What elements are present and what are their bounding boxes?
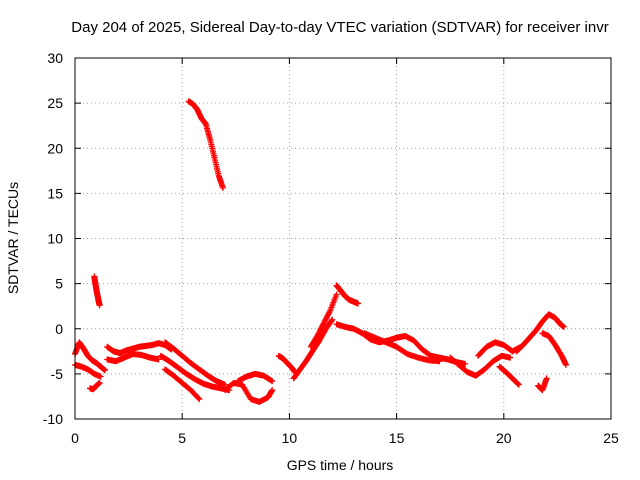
data-point [328, 317, 335, 324]
x-tick-label: 25 [603, 430, 619, 446]
x-tick-label: 10 [282, 430, 298, 446]
y-tick-label: 5 [55, 276, 63, 292]
y-tick-label: 0 [55, 321, 63, 337]
y-tick-label: 25 [47, 95, 63, 111]
data-point [326, 308, 333, 315]
data-point [219, 184, 226, 191]
data-point [560, 323, 567, 330]
axis-ticks: 0 5 10 15 20 25 -10 -5 0 5 10 15 20 25 30 [43, 50, 619, 446]
x-tick-label: 20 [496, 430, 512, 446]
data-point [155, 356, 162, 363]
data-point [102, 367, 109, 374]
y-tick-label: -5 [51, 366, 64, 382]
data-point [97, 373, 104, 380]
y-tick-label: 30 [47, 50, 63, 66]
y-tick-label: 15 [47, 185, 63, 201]
data-point [543, 375, 550, 382]
data-point [196, 396, 203, 403]
data-point [195, 395, 202, 402]
data-point [355, 300, 362, 307]
y-tick-label: 20 [47, 140, 63, 156]
data-point [329, 316, 336, 323]
data-point [269, 378, 276, 385]
data-point [436, 358, 443, 365]
data-point [515, 381, 522, 388]
x-tick-label: 15 [389, 430, 405, 446]
data-point [96, 302, 103, 309]
data-point [269, 387, 276, 394]
data-point [96, 379, 103, 386]
data-points [72, 98, 569, 405]
data-point [507, 354, 514, 361]
y-axis-label: SDTVAR / TECUs [5, 182, 21, 294]
y-tick-label: 10 [47, 231, 63, 247]
x-axis-label: GPS time / hours [287, 457, 394, 473]
y-tick-label: -10 [43, 411, 63, 427]
x-tick-label: 0 [71, 430, 79, 446]
data-point [462, 360, 469, 367]
data-point [562, 361, 569, 368]
data-point [514, 380, 521, 387]
data-point [333, 291, 340, 298]
data-point [515, 381, 522, 388]
grid [75, 58, 611, 419]
chart-title: Day 204 of 2025, Sidereal Day-to-day VTE… [71, 19, 608, 36]
x-tick-label: 5 [178, 430, 186, 446]
